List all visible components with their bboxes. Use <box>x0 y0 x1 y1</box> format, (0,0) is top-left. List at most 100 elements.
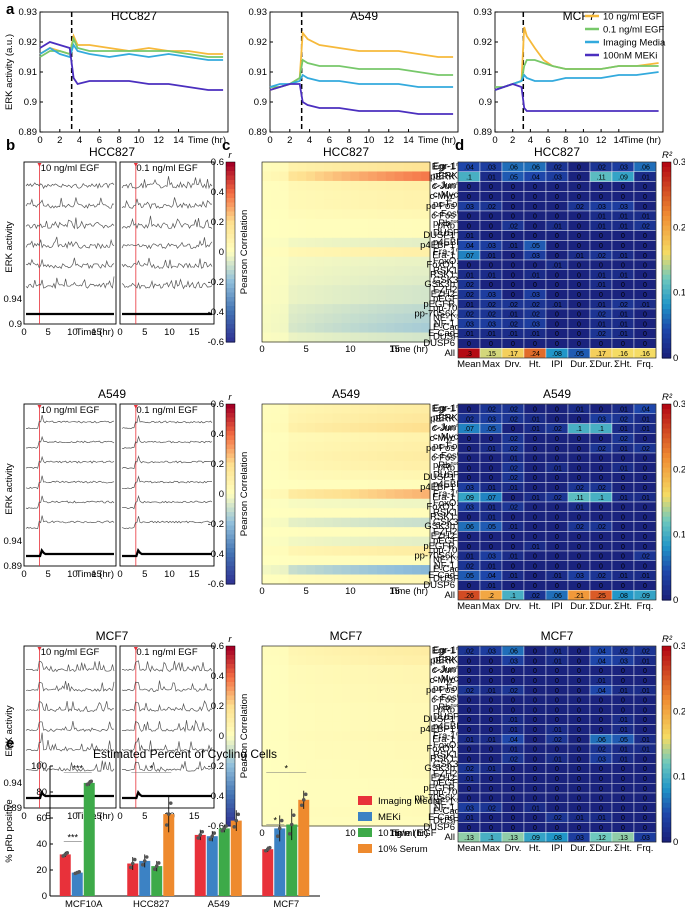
heatmap-cell <box>421 294 431 305</box>
cell-value: 0 <box>533 485 537 492</box>
colorbar-cell <box>226 763 235 769</box>
y-axis-label: % pRb positive <box>4 799 15 862</box>
column-label: ΣHt. <box>614 843 632 854</box>
heatmap-cell <box>288 816 298 827</box>
heatmap-cell <box>288 460 298 471</box>
heatmap-cell <box>421 565 431 576</box>
colorbar-cell <box>662 299 671 305</box>
colorbar-cell <box>226 229 235 235</box>
heatmap-cell <box>262 304 272 315</box>
column-label: ΣHt. <box>614 601 632 612</box>
colorbar-cell <box>226 700 235 706</box>
heatmap-cell <box>262 712 272 723</box>
heatmap-cell <box>403 470 413 481</box>
colorbar-cell <box>662 590 671 596</box>
colorbar-cell <box>662 467 671 474</box>
row-name: pERK <box>433 171 458 182</box>
cell-value: 0 <box>489 456 493 463</box>
heatmap-cell <box>341 759 351 770</box>
colorbar-cell <box>226 521 235 527</box>
cell-value: .04 <box>596 658 606 665</box>
heatmap-cell <box>297 304 307 315</box>
heatmap-cell <box>315 693 325 704</box>
heatmap-cell <box>385 237 396 248</box>
heatmap-cell <box>394 209 404 220</box>
heatmap-cell <box>315 674 325 685</box>
heatmap-cell <box>297 247 307 258</box>
heatmap-cell <box>359 479 369 490</box>
heatmap-cell <box>394 218 404 229</box>
heatmap-cell <box>412 441 422 452</box>
cell-value: 0 <box>467 668 471 675</box>
heatmap-cell <box>341 479 351 490</box>
heatmap-cell <box>350 574 360 585</box>
heatmap-cell <box>376 536 387 547</box>
colorbar-cell <box>662 714 671 721</box>
heatmap-cell <box>368 304 378 315</box>
cell-value: 0 <box>533 554 537 561</box>
heatmap-cell <box>350 517 360 528</box>
heatmap-cell <box>332 171 343 182</box>
heatmap-cell <box>385 555 396 566</box>
colorbar-cell <box>226 404 235 410</box>
row-label: pp-70S6k <box>414 551 455 562</box>
cell-value: 0 <box>621 544 625 551</box>
heatmap-cell <box>306 769 316 780</box>
cell-value: .02 <box>618 416 628 423</box>
heatmap-cell <box>262 266 272 277</box>
heatmap-cell <box>421 228 431 239</box>
heatmap-frame <box>261 161 431 343</box>
mean-trace <box>26 790 114 800</box>
cell-value: 0 <box>533 786 537 793</box>
cell-value: 0 <box>533 475 537 482</box>
heatmap-cell <box>270 498 281 509</box>
row-label: pRb <box>438 704 455 715</box>
colorbar-cell <box>662 338 671 344</box>
panel-label-c: c <box>222 137 230 154</box>
heatmap-cell <box>262 731 272 742</box>
heatmap-cell <box>376 565 387 576</box>
chart-title: MCF7 <box>96 629 129 643</box>
cell-value: 0 <box>599 563 603 570</box>
heatmap-cell <box>385 750 396 761</box>
column-label: ΣDur. <box>589 359 612 370</box>
heatmap-cell <box>350 199 360 210</box>
heatmap-cell <box>421 508 431 519</box>
row-label: FoxO1 <box>426 502 455 513</box>
x-tick-label: 8 <box>347 135 352 146</box>
cell-value: .02 <box>596 524 606 531</box>
heatmap-cell <box>403 546 413 557</box>
heatmap-cell <box>368 646 378 656</box>
heatmap-cell <box>403 209 413 220</box>
row-label: pc-Fos <box>426 201 455 212</box>
heatmap-cell <box>350 646 360 656</box>
heatmap-cell <box>297 441 307 452</box>
cell-value: 0 <box>599 475 603 482</box>
heatmap-cell <box>306 664 316 675</box>
single-cell-trace <box>121 278 213 290</box>
heatmap-cell <box>376 190 387 201</box>
heatmap-cell <box>350 256 360 267</box>
cell-value: .01 <box>618 573 628 580</box>
colorbar-cell <box>662 196 671 202</box>
heatmap-cell <box>394 441 404 452</box>
y-axis-label: Pearson Correlation <box>239 694 250 779</box>
heatmap-cell <box>403 759 413 770</box>
heatmap-cell <box>412 555 422 566</box>
heatmap-cell <box>288 313 298 324</box>
heatmap-cell <box>385 247 396 258</box>
colorbar-tick: 0.2 <box>211 459 224 470</box>
heatmap-cell <box>403 323 413 334</box>
heatmap-cell <box>332 323 343 334</box>
heatmap-cell <box>262 460 272 471</box>
colorbar-cell <box>662 778 671 784</box>
colorbar-cell <box>662 497 671 503</box>
heatmap-cell <box>306 209 316 220</box>
heatmap-cell <box>368 683 378 694</box>
chart-title: A549 <box>543 387 571 401</box>
heatmap-cell <box>262 171 272 182</box>
single-cell-trace <box>25 182 115 190</box>
cell-value: 0 <box>533 825 537 832</box>
colorbar-cell <box>662 724 671 730</box>
heatmap-cell <box>297 683 307 694</box>
